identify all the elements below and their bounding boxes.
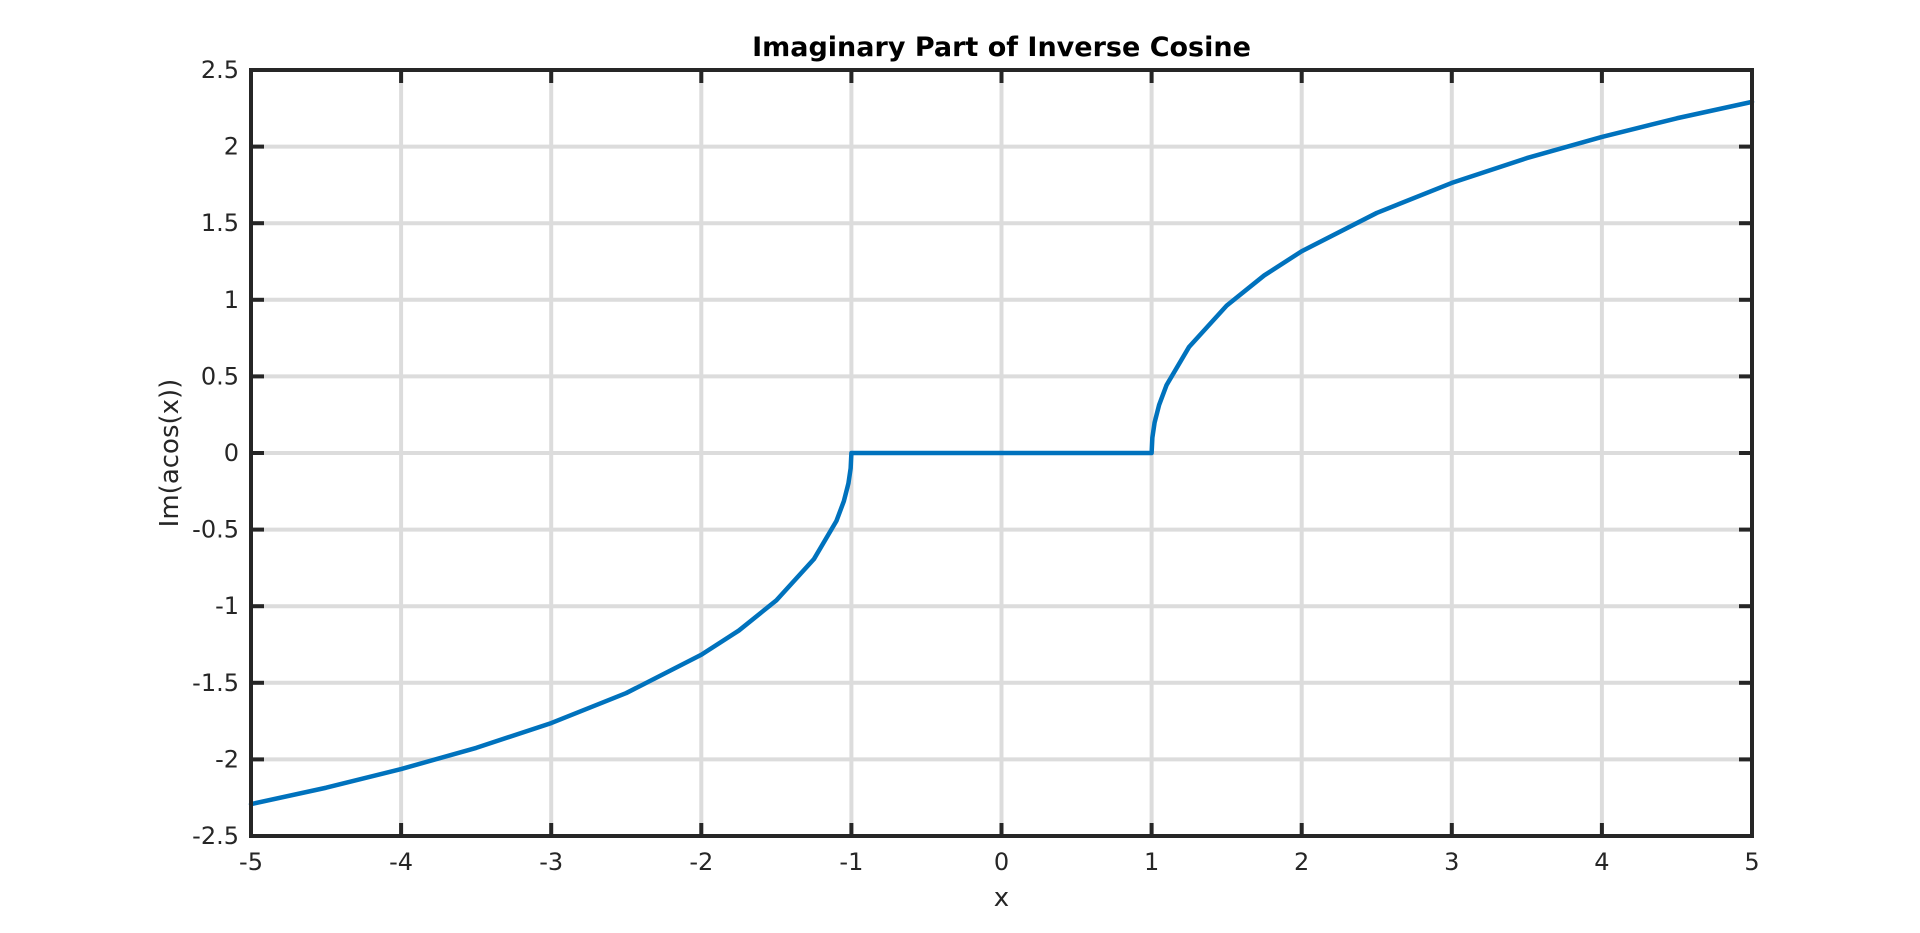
y-tick-labels: 2.5 2 1.5 1 0.5 0 -0.5 -1 -1.5 -2 -2.5 <box>192 56 239 850</box>
y-tick-label: -2 <box>215 745 239 773</box>
y-tick-label: 1.5 <box>201 209 239 237</box>
chart-title: Imaginary Part of Inverse Cosine <box>752 32 1251 63</box>
y-tick-label: 0 <box>224 439 239 467</box>
x-tick-labels: -5 -4 -3 -2 -1 0 1 2 3 4 5 <box>239 848 1760 876</box>
y-tick-label: -0.5 <box>192 516 239 544</box>
x-tick-label: -5 <box>239 848 263 876</box>
series-layer <box>248 99 1755 807</box>
y-tick-label: -1 <box>215 592 239 620</box>
y-tick-label: -1.5 <box>192 669 239 697</box>
x-axis-label: x <box>994 883 1009 913</box>
x-tick-label: -3 <box>539 848 563 876</box>
y-tick-label: 2.5 <box>201 56 239 84</box>
y-tick-label: 1 <box>224 286 239 314</box>
x-tick-label: 0 <box>994 848 1009 876</box>
y-axis-label: Im(acos(x)) <box>155 379 185 528</box>
y-tick-label: 2 <box>224 133 239 161</box>
x-tick-label: 1 <box>1144 848 1159 876</box>
y-tick-label: 0.5 <box>201 362 239 390</box>
x-tick-label: -2 <box>689 848 713 876</box>
plot-frame <box>249 68 1754 838</box>
x-tick-label: -4 <box>389 848 413 876</box>
y-tick-label: -2.5 <box>192 822 239 850</box>
x-tick-label: 3 <box>1444 848 1459 876</box>
x-tick-label: 5 <box>1744 848 1759 876</box>
x-tick-label: 2 <box>1294 848 1309 876</box>
x-tick-label: 4 <box>1594 848 1609 876</box>
x-tick-label: -1 <box>839 848 863 876</box>
series-line <box>248 99 1755 807</box>
